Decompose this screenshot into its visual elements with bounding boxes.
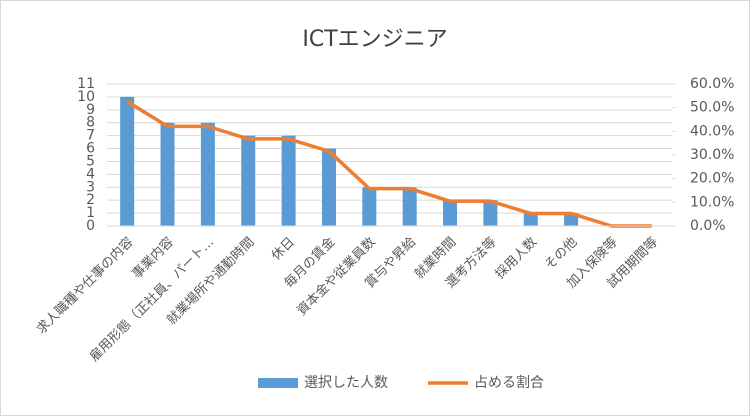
- bar: [443, 200, 458, 226]
- y-tick-label: 10: [77, 89, 95, 105]
- y-tick-label: 6: [86, 141, 95, 157]
- y2-tick-label: 50.0%: [690, 100, 734, 116]
- y-tick-label: 4: [86, 166, 95, 182]
- y-tick-label: 2: [86, 192, 95, 208]
- bar: [120, 96, 135, 226]
- bar: [483, 200, 498, 226]
- y-tick-label: 7: [86, 128, 95, 144]
- y2-tick-label: 30.0%: [690, 147, 734, 163]
- bar: [362, 187, 377, 226]
- y-tick-label: 9: [86, 102, 95, 118]
- legend-swatch: [258, 378, 298, 388]
- y-tick-label: 5: [86, 153, 95, 169]
- y-tick-label: 8: [86, 115, 95, 131]
- y-tick-label: 3: [86, 179, 95, 195]
- bar: [321, 148, 336, 226]
- legend-label: 占める割合: [474, 374, 544, 391]
- legend-label: 選択した人数: [304, 375, 388, 391]
- bar: [241, 135, 256, 226]
- y2-tick-label: 40.0%: [690, 123, 734, 139]
- bar: [402, 187, 417, 226]
- line: [126, 100, 652, 228]
- y2-tick-label: 10.0%: [690, 194, 734, 210]
- bar: [281, 135, 296, 226]
- y2-tick-label: 60.0%: [690, 76, 734, 92]
- bar: [200, 122, 215, 226]
- y-tick-label: 0: [86, 218, 95, 234]
- bar: [160, 122, 175, 226]
- y-tick-label: 11: [77, 76, 95, 92]
- y-tick-label: 1: [86, 205, 95, 221]
- chart-title: ICTエンジニア: [302, 27, 447, 52]
- y2-tick-label: 20.0%: [690, 171, 734, 187]
- bar: [523, 213, 538, 226]
- y2-tick-label: 0.0%: [690, 218, 726, 234]
